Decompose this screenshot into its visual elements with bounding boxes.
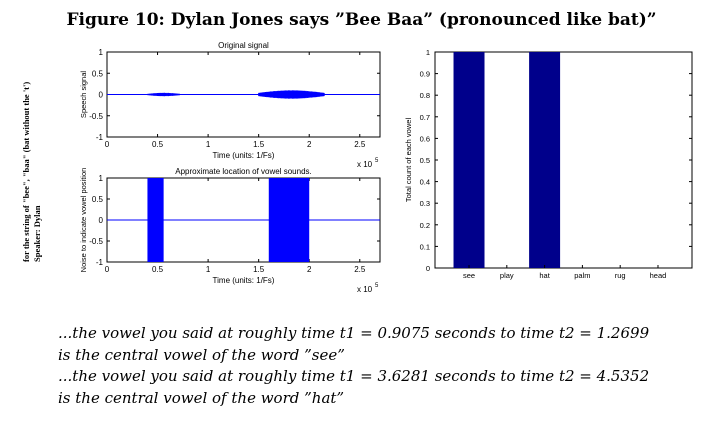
vowel-count-chart-y-tick-label: 0.9 (420, 70, 430, 79)
vowel-count-chart-ylabel: Total count of each vowel (404, 118, 413, 203)
vowel-count-chart-y-tick-label: 1 (426, 48, 430, 57)
vowel-count-chart-y-tick-label: 0.2 (420, 221, 430, 230)
caption-line: is the central vowel of the word ”hat” (58, 388, 345, 407)
signal-chart-y-tick-label: 0 (99, 91, 104, 100)
vowel-count-chart-y-tick-label: 0.1 (420, 242, 430, 251)
vowel-count-chart-x-tick-label: hat (539, 271, 550, 280)
vowel-count-chart-x-tick-label: head (650, 271, 667, 280)
vowel-count-chart-y-tick-label: 0.7 (420, 113, 430, 122)
signal-chart-y-tick-label: -0.5 (89, 112, 103, 121)
vowel-location-chart-xlabel: Time (units: 1/Fs) (213, 276, 275, 285)
caption-line: ...the vowel you said at roughly time t1… (58, 324, 650, 342)
vowel-location-chart-x-exponent: x 10 (357, 285, 373, 294)
signal-chart-x-tick-label: 2.5 (354, 140, 366, 149)
caption: ...the vowel you said at roughly time t1… (58, 323, 718, 409)
vowel-location-chart-ylabel: Noise to indicate vowel position (79, 168, 88, 273)
signal-chart-y-tick-label: 0.5 (92, 69, 104, 78)
vowel-location-chart-y-tick-label: 0 (99, 216, 104, 225)
vowel-location-chart-x-tick-label: 2 (307, 265, 312, 274)
signal-chart-x-tick-label: 1.5 (253, 140, 265, 149)
vowel-location-chart-title: Approximate location of vowel sounds. (175, 167, 312, 176)
vowel-location-chart-x-tick-label: 0.5 (152, 265, 164, 274)
vowel-location-chart-x-tick-label: 1 (206, 265, 211, 274)
vowel-location-chart-x-tick-label: 1.5 (253, 265, 265, 274)
vowel-count-chart-y-tick-label: 0.3 (420, 199, 430, 208)
signal-chart-xlabel: Time (units: 1/Fs) (213, 151, 275, 160)
vowel-count-chart-y-tick-label: 0.5 (420, 156, 430, 165)
caption-line: is the central vowel of the word ”see” (58, 345, 345, 364)
signal-chart-x-tick-label: 2 (307, 140, 312, 149)
caption-line: ...the vowel you said at roughly time t1… (58, 367, 650, 385)
vowel-count-chart-y-tick-label: 0 (426, 264, 430, 273)
signal-chart-burst (146, 92, 181, 97)
signal-chart-y-tick-label: -1 (96, 133, 104, 142)
vowel-location-chart-y-tick-label: 0.5 (92, 195, 104, 204)
signal-chart-x-tick-label: 0 (105, 140, 110, 149)
signal-chart-x-exponent-power: 5 (375, 158, 379, 164)
signal-chart-y-tick-label: 1 (99, 48, 104, 57)
vowel-count-chart-x-tick-label: play (500, 271, 514, 280)
vowel-count-chart-x-tick-label: see (463, 271, 475, 280)
figure-title: Figure 10: Dylan Jones says ”Bee Baa” (p… (66, 10, 657, 30)
signal-chart-burst (258, 90, 325, 99)
signal-chart-x-tick-label: 1 (206, 140, 211, 149)
vowel-count-chart-bar (453, 52, 485, 268)
vowel-count-chart-y-tick-label: 0.6 (420, 134, 430, 143)
vowel-location-chart-x-tick-label: 2.5 (354, 265, 366, 274)
vowel-location-chart-y-tick-label: -0.5 (89, 237, 103, 246)
signal-chart-x-exponent: x 10 (357, 160, 373, 169)
vowel-location-chart-y-tick-label: 1 (99, 174, 104, 183)
vowel-count-chart-bar (529, 52, 561, 268)
vowel-location-chart-x-tick-label: 0 (105, 265, 110, 274)
signal-chart-title: Original signal (218, 41, 269, 50)
signal-chart-x-tick-label: 0.5 (152, 140, 164, 149)
vowel-count-chart-y-tick-label: 0.8 (420, 91, 430, 100)
vowel-location-chart-vowel-region (147, 178, 164, 262)
vowel-count-chart-y-tick-label: 0.4 (420, 178, 430, 187)
vowel-location-chart-x-exponent-power: 5 (375, 283, 379, 289)
signal-chart-ylabel: Speech signal (79, 71, 88, 118)
vowel-count-chart-x-tick-label: rug (615, 271, 626, 280)
vowel-location-chart-vowel-region (268, 178, 310, 262)
vowel-count-chart-x-tick-label: palm (574, 271, 590, 280)
vowel-location-chart-y-tick-label: -1 (96, 258, 104, 267)
